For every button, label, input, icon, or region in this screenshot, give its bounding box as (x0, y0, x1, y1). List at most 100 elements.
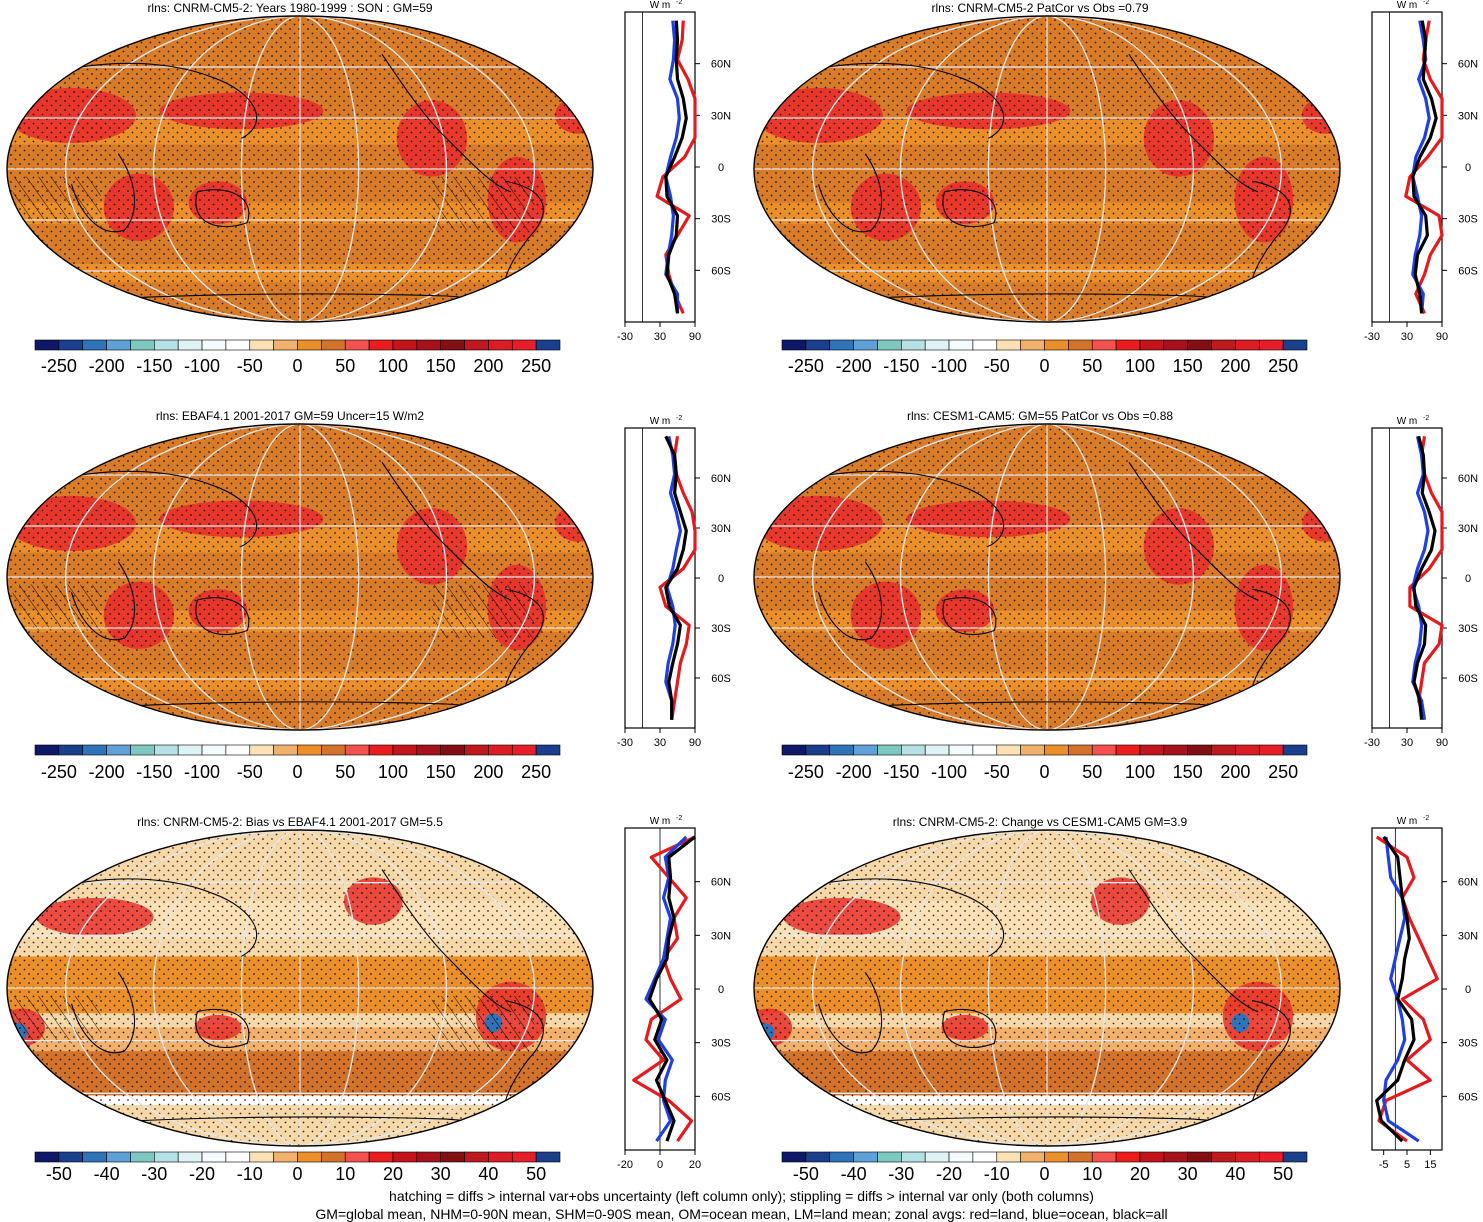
colorbar-swatch (535, 1151, 561, 1163)
colorbar-swatch (416, 1151, 441, 1163)
zonal-x-label: 90 (689, 331, 701, 343)
colorbar-label: 0 (1039, 762, 1049, 782)
colorbar-swatch (177, 339, 203, 351)
colorbar-swatch (368, 1151, 394, 1163)
panel-2: rlns: CNRM-CM5-2 PatCor vs Obs =0.79 W m-… (753, 0, 1478, 376)
colorbar-swatch (58, 1151, 84, 1163)
colorbar-swatch (877, 339, 902, 351)
graticule-lon (899, 424, 1195, 730)
colorbar-swatch (853, 1151, 878, 1163)
zonal-x-label: 15 (1424, 1159, 1436, 1171)
colorbar-swatch (368, 744, 394, 756)
graticule-lon (899, 830, 1195, 1146)
colorbar-label: -50 (984, 356, 1010, 376)
zonal-lat-label: 60S (1458, 265, 1478, 277)
colorbar-label: -100 (184, 762, 220, 782)
colorbar-swatch (972, 339, 998, 351)
coastline (70, 971, 135, 1054)
colorbar-swatch (201, 1151, 227, 1163)
zonal-x-label: -30 (1364, 737, 1380, 749)
colorbar-swatch (321, 744, 346, 756)
colorbar-label: -200 (89, 356, 125, 376)
zonal-lat-label: 0 (718, 162, 724, 174)
colorbar-swatch (82, 744, 107, 756)
zonal-x-label: 5 (1404, 1159, 1410, 1171)
graticule-lon (240, 16, 360, 322)
colorbar-swatch (901, 744, 926, 756)
graticule-lon (65, 16, 535, 322)
colorbar-swatch (201, 744, 227, 756)
colorbar-label: 20 (1130, 1164, 1150, 1184)
colorbar-swatch (853, 744, 878, 756)
coastline (1128, 53, 1259, 193)
coastline (942, 597, 997, 635)
zonal-lat-label: 60N (711, 877, 731, 889)
colorbar-label: 10 (335, 1164, 355, 1184)
colorbar-swatch (464, 339, 489, 351)
coastline (70, 153, 135, 233)
coastline (1128, 461, 1259, 601)
panel-3: rlns: EBAF4.1 2001-2017 GM=59 Uncer=15 W… (6, 409, 731, 782)
colorbar-swatch (416, 744, 441, 756)
colorbar-swatch (996, 1151, 1021, 1163)
colorbar-label: -250 (41, 762, 77, 782)
colorbar-label: -50 (984, 762, 1010, 782)
coastline (817, 153, 883, 233)
map-border (6, 15, 594, 323)
coastline (942, 189, 997, 228)
colorbar-label: -150 (883, 356, 919, 376)
colorbar-label: -50 (237, 762, 263, 782)
colorbar-swatch (901, 339, 926, 351)
zonal-line-land (1375, 835, 1439, 1143)
zonal-lat-label: 30N (711, 523, 731, 535)
colorbar-swatch (781, 744, 807, 756)
colorbar-swatch (1258, 744, 1284, 756)
colorbar-label: 30 (431, 1164, 451, 1184)
colorbar-swatch (781, 339, 807, 351)
colorbar-label: 50 (1082, 356, 1102, 376)
map-border (753, 15, 1341, 323)
zonal-units-exponent: -2 (1423, 415, 1429, 422)
colorbar-swatch (154, 744, 179, 756)
zonal-x-label: -5 (1379, 1159, 1389, 1171)
zonal-line-land (1404, 20, 1444, 315)
zonal-x-label: 30 (654, 331, 666, 343)
colorbar-label: -250 (41, 356, 77, 376)
colorbar-swatch (106, 1151, 131, 1163)
colorbar-label: 40 (478, 1164, 498, 1184)
colorbar-label: -200 (836, 762, 872, 782)
colorbar-swatch (297, 1151, 322, 1163)
zonal-units-exponent: -2 (1423, 0, 1429, 6)
zonal-line-all (647, 835, 696, 1142)
panel-title: rlns: CESM1-CAM5: GM=55 PatCor vs Obs =0… (907, 409, 1173, 423)
colorbar-swatch (130, 1151, 155, 1163)
zonal-x-label: 20 (689, 1159, 701, 1171)
colorbar-swatch (1211, 744, 1236, 756)
colorbar-swatch (249, 744, 274, 756)
colorbar-swatch (1020, 339, 1045, 351)
graticule-lon (987, 424, 1107, 730)
colorbar-swatch (1163, 744, 1188, 756)
zonal-line-ocean (1411, 20, 1431, 314)
colorbar-label: 10 (1082, 1164, 1102, 1184)
colorbar-label: 200 (1220, 356, 1250, 376)
colorbar-label: -10 (237, 1164, 263, 1184)
colorbar-swatch (1187, 339, 1212, 351)
colorbar-swatch (829, 339, 854, 351)
colorbar-label: 150 (426, 356, 456, 376)
zonal-x-label: 30 (1401, 737, 1413, 749)
colorbar-label: -40 (841, 1164, 867, 1184)
colorbar-swatch (1091, 744, 1117, 756)
colorbar-swatch (1115, 744, 1141, 756)
graticule-lon (152, 830, 448, 1146)
zonal-x-label: 0 (657, 1159, 663, 1171)
zonal-x-label: 90 (1436, 737, 1448, 749)
colorbar-label: 0 (292, 1164, 302, 1184)
colorbar-swatch (392, 1151, 418, 1163)
coastline (70, 561, 135, 641)
graticule-lon (152, 16, 448, 322)
colorbar-swatch (1068, 339, 1093, 351)
colorbar-swatch (1258, 339, 1284, 351)
colorbar-swatch (225, 1151, 251, 1163)
colorbar-swatch (948, 339, 974, 351)
